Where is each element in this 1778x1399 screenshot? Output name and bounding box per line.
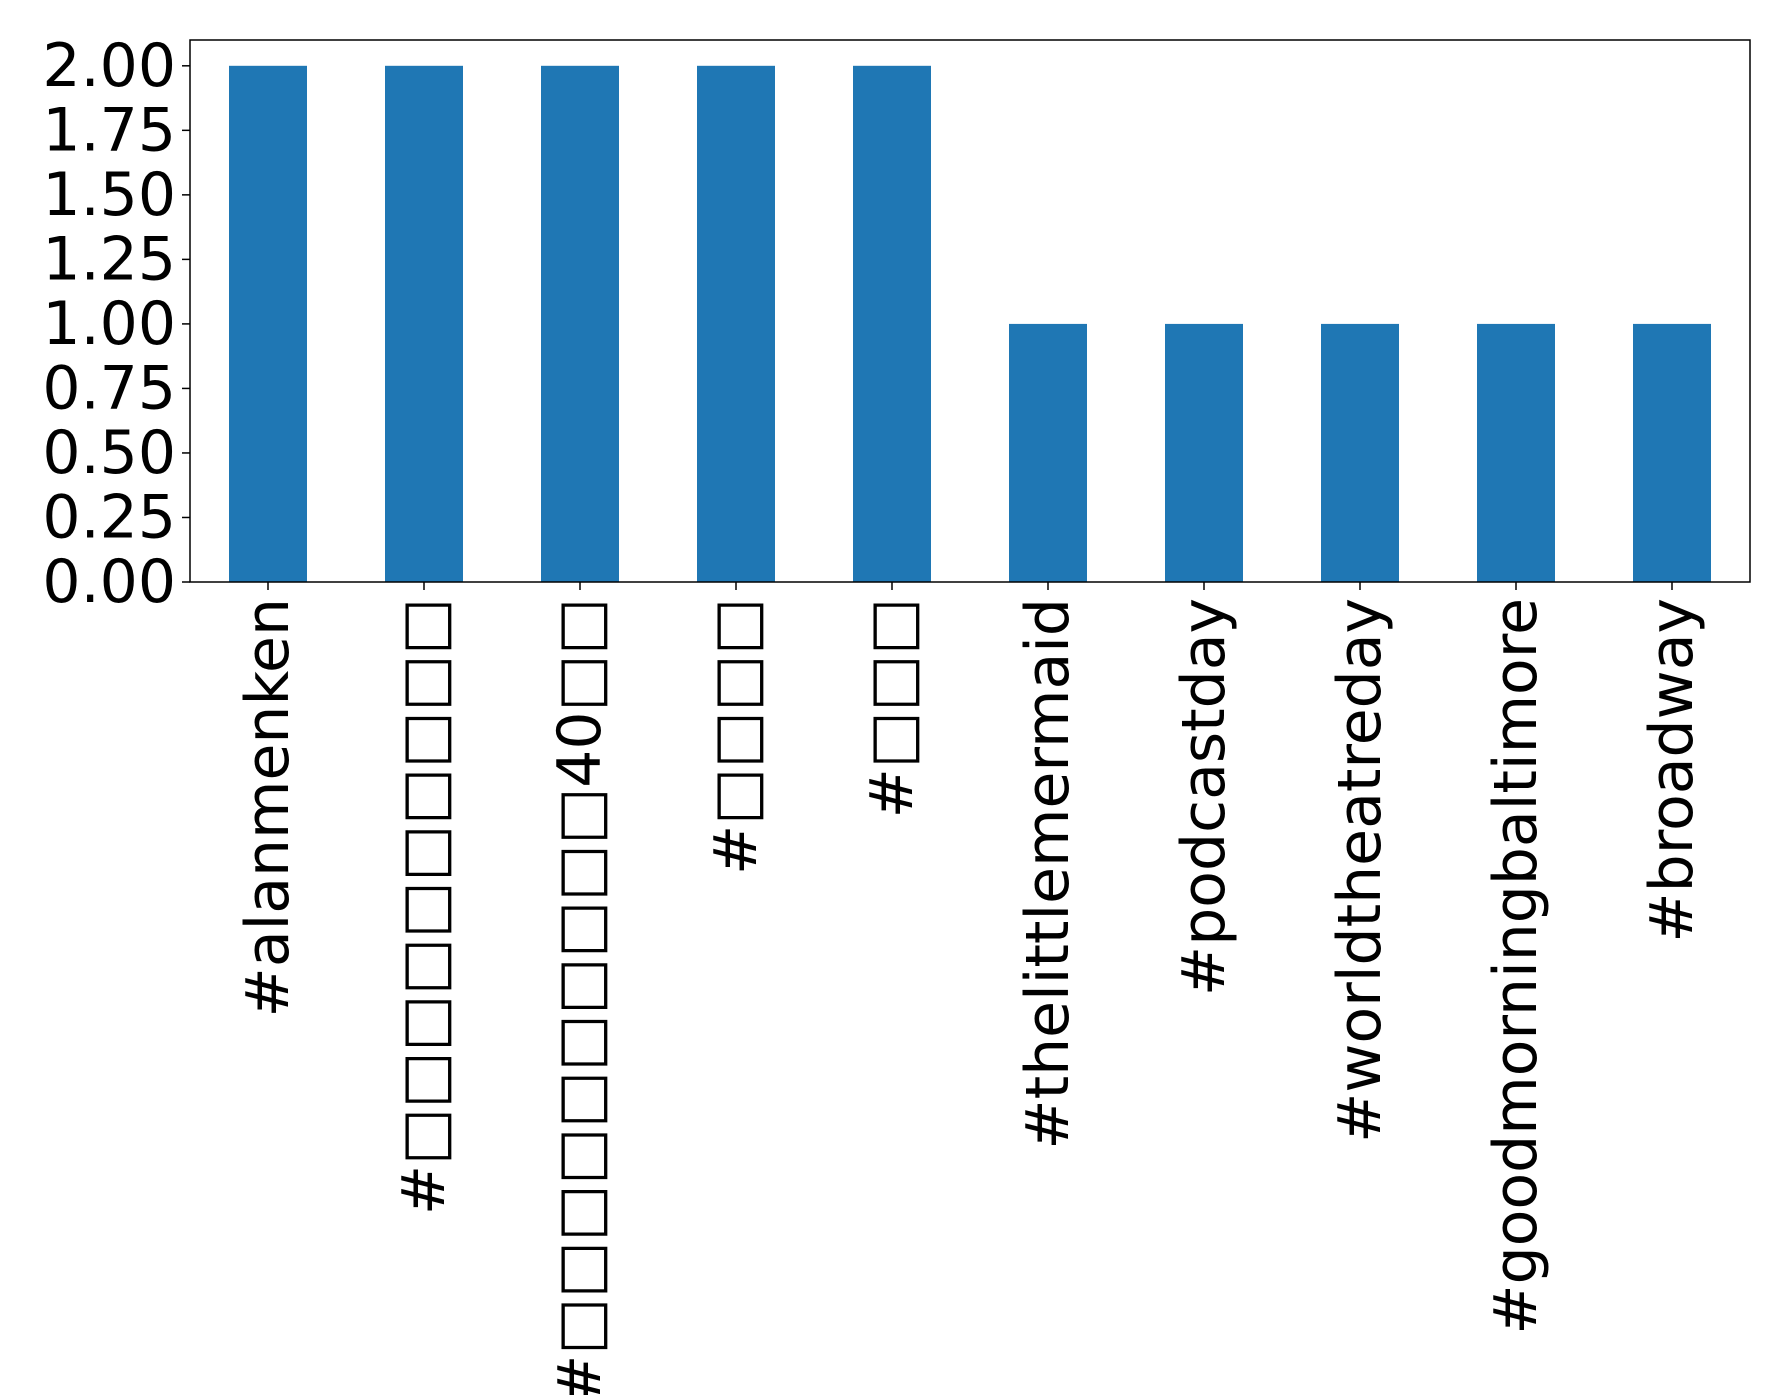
y-tick-label: 1.00	[42, 289, 176, 359]
x-axis: #alanmenken #□□□□□□□□□□ #□□□□□□□□□□40□□ #□□…	[233, 582, 1707, 1399]
y-tick-label: 1.75	[42, 95, 176, 165]
x-tick-label: #broadway	[1637, 598, 1707, 943]
plot-frame	[189, 39, 1751, 583]
y-axis: 0.000.250.500.751.001.251.501.752.00	[42, 31, 190, 617]
y-tick-label: 0.00	[42, 547, 176, 617]
x-tick-label: #□□□□□□□□□□	[389, 598, 459, 1215]
x-tick-label: #goodmorningbaltimore	[1481, 598, 1551, 1335]
y-tick-label: 0.25	[42, 482, 176, 552]
y-tick-label: 1.25	[42, 224, 176, 294]
x-tick-label: #□□□□	[701, 598, 771, 875]
bar	[1165, 323, 1243, 582]
bar	[541, 65, 619, 583]
bar	[1321, 323, 1399, 582]
y-tick-label: 0.50	[42, 418, 176, 488]
x-tick-label: #worldtheatreday	[1325, 598, 1395, 1143]
x-tick-label: #thelittlemermaid	[1013, 598, 1083, 1150]
x-tick-label: #□□□	[857, 598, 927, 818]
bar	[1633, 323, 1711, 582]
x-tick-label: #podcastday	[1169, 598, 1239, 996]
bars-group	[229, 65, 1711, 583]
bar	[853, 65, 931, 583]
x-tick-label: #alanmenken	[233, 598, 303, 1017]
bar	[1477, 323, 1555, 582]
bar	[1009, 323, 1087, 582]
y-tick-label: 2.00	[42, 31, 176, 101]
bar	[229, 65, 307, 583]
bar	[697, 65, 775, 583]
y-tick-label: 0.75	[42, 353, 176, 423]
x-tick-label: #□□□□□□□□□□40□□	[545, 598, 615, 1395]
y-tick-label: 1.50	[42, 160, 176, 230]
bar	[385, 65, 463, 583]
